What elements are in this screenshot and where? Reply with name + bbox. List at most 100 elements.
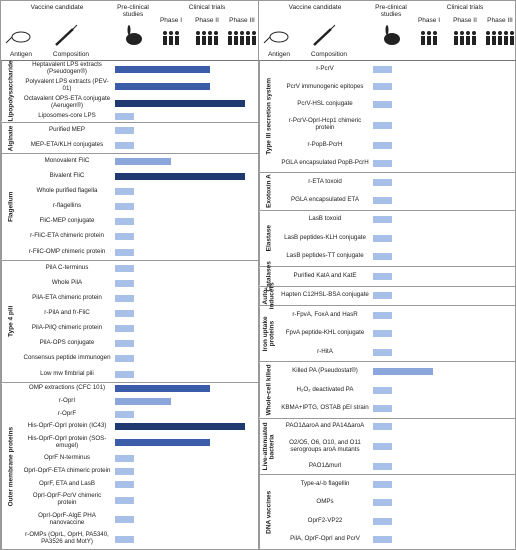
item-name: Whole PilA — [51, 278, 83, 286]
item-name: r-OMPs (OprL, OprH, PA5340, PA3526 and M… — [25, 531, 109, 546]
bar-cell — [371, 399, 516, 417]
item-name: r-OprF — [57, 409, 77, 417]
item-name: Purified KatA and KatE — [293, 271, 357, 279]
item-row: Type-a/-b flagellin — [279, 475, 516, 493]
bar-cell — [371, 191, 516, 209]
item-row: OMPs — [279, 494, 516, 512]
bar-cell — [371, 211, 516, 229]
item-name: Hapten C12HSL-BSA conjugate — [281, 291, 369, 299]
item-row: r-PilA and fr-FliC — [21, 306, 258, 321]
bar-cell — [113, 214, 258, 229]
stage-bar — [115, 99, 245, 107]
group-items: PilA C-terminus Whole PilA PilA-ETA chimer… — [21, 261, 258, 382]
item-name: PilA C-terminus — [45, 263, 89, 271]
group-label: Live-attenuated bacteria — [259, 418, 279, 475]
vaccine-candidate: Vaccine candidate — [288, 4, 342, 11]
item-row: PcrV immunogenic epitopes — [279, 78, 516, 95]
bar-cell — [113, 245, 258, 260]
item-name: OprI-OprF-AlgE PHA nanovaccine — [38, 511, 96, 526]
item-name: KBMA+IPTG, OSTAB pEI strain — [281, 404, 369, 412]
phase-label: Phase III — [487, 17, 513, 24]
group-label: Flagellum — [1, 153, 21, 260]
item-row: r-FliC-ETA chimeric protein — [21, 229, 258, 244]
bar-cell — [113, 291, 258, 306]
bar-cell — [113, 229, 258, 244]
stage-bar — [115, 410, 134, 418]
stage-bar — [373, 499, 392, 507]
group-label: Lipopolysaccharide — [1, 61, 21, 122]
item-name: PAO1ΔaroA and PA14ΔaroA — [285, 422, 365, 430]
stage-bar — [373, 423, 392, 431]
bar-cell — [371, 494, 516, 512]
stage-bar — [115, 157, 171, 165]
stage-bar — [115, 423, 245, 431]
item-name: Low mw fimbrial pili — [40, 369, 94, 377]
stage-bar — [373, 348, 392, 356]
group: Catalases Purified KatA and KatE — [259, 261, 516, 291]
stage-bar — [373, 159, 392, 167]
header: Vaccine candidate Antigen Composition Pre-c… — [1, 1, 258, 61]
vaccine-candidate: Vaccine candidate — [30, 4, 84, 11]
item-name: OprF N-terminus — [43, 454, 91, 462]
item-name: r-PilA and fr-FliC — [44, 309, 90, 317]
item-name: r-FliC-ETA chimeric protein — [30, 232, 104, 240]
item-name: FliC-MEP conjugate — [39, 217, 95, 225]
stage-bar — [115, 480, 134, 488]
group-label: Whole-cell killed — [259, 362, 279, 418]
composition-label: Composition — [310, 51, 348, 58]
bar-cell — [113, 453, 258, 466]
item-row: His-OprF-OprI protein (SOS-emugel) — [21, 433, 258, 453]
group-items: Monovalent FliC Bivalent FliC Whole purifi… — [21, 154, 258, 260]
bar-cell — [371, 458, 516, 474]
stage-bar — [115, 126, 134, 134]
item-name: Type-a/-b flagellin — [300, 479, 350, 487]
group: Iron uptake proteins r-FpvA, FoxA and Has… — [259, 306, 516, 363]
panel-body: Type III secretion system r-PcrV PcrV immu… — [259, 61, 516, 550]
bar-cell — [371, 343, 516, 361]
stage-bar — [373, 196, 392, 204]
group-items: r-ETA toxoid PGLA encapsulated ETA — [279, 173, 516, 210]
item-name: r-PcrV-OprI-Hcp1 chimeric protein — [288, 117, 362, 132]
phase-label: Phase II — [453, 17, 477, 24]
item-row: r-HitA — [279, 343, 516, 361]
item-row: Heptavalent LPS extracts (Pseudogen®) — [21, 61, 258, 78]
item-row: OprI-OprF-ETA chimeric protein — [21, 465, 258, 478]
item-name: PcrV immunogenic epitopes — [286, 82, 364, 90]
group-items: r-PcrV PcrV immunogenic epitopes PcrV-HSL … — [279, 61, 516, 172]
stage-bar — [115, 188, 134, 196]
stage-bar — [373, 311, 392, 319]
bar-cell — [113, 169, 258, 184]
bar-cell — [113, 478, 258, 491]
bar-cell — [113, 61, 258, 78]
bar-cell — [113, 276, 258, 291]
bar-cell — [113, 112, 258, 122]
group-items: OMP extractions (CFC 101) r-OprI r-OprF His… — [21, 383, 258, 549]
item-row: Bivalent FliC — [21, 169, 258, 184]
panel: Vaccine candidate Antigen Composition Pre-c… — [1, 1, 259, 549]
item-row: r-PcrV — [279, 61, 516, 78]
item-row: PilA-OPS conjugate — [21, 336, 258, 351]
stage-bar — [115, 439, 210, 447]
stage-bar — [115, 172, 245, 180]
group-label: Outer membrane proteins — [1, 382, 21, 549]
clinical-trials-label: Clinical trials — [446, 4, 484, 11]
antigen-label: Antigen — [267, 51, 291, 58]
item-row: Killed PA (Pseudostat®) — [279, 362, 516, 380]
item-row: LasB toxoid — [279, 211, 516, 229]
stage-bar — [373, 83, 392, 91]
stage-bar — [115, 82, 210, 90]
group-label: Type 4 pili — [1, 260, 21, 382]
bar-cell — [371, 287, 516, 305]
item-name: FpvA peptide-KHL conjugate — [285, 329, 365, 337]
item-name: His-OprF-OprI protein (SOS-emugel) — [27, 434, 107, 449]
stage-bar — [115, 468, 134, 476]
bar-cell — [113, 465, 258, 478]
item-name: OMP extractions (CFC 101) — [28, 384, 106, 392]
item-row: r-flagellins — [21, 199, 258, 214]
stage-bar — [115, 310, 134, 318]
item-row: Whole purified flagella — [21, 184, 258, 199]
bar-cell — [113, 367, 258, 382]
item-name: LasB peptides-KLH conjugate — [284, 233, 366, 241]
item-row: r-PcrV-OprI-Hcp1 chimeric protein — [279, 113, 516, 137]
item-name: PilA-PilQ chimeric protein — [31, 324, 103, 332]
